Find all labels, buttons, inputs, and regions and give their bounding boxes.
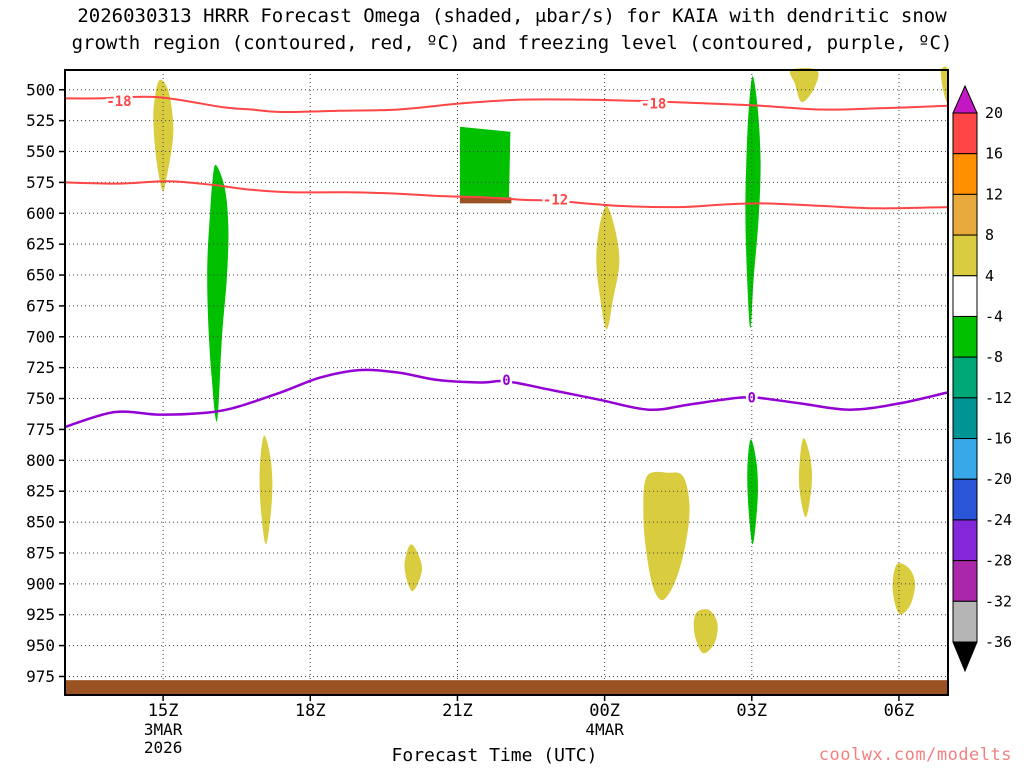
contour-label-dendritic-minus-18: -18 xyxy=(641,96,666,112)
shaded-region-yellow-20z-small xyxy=(404,544,423,592)
colorbar-label: 16 xyxy=(985,145,1003,163)
y-axis-label: 650 xyxy=(26,266,55,285)
x-axis-label: 15Z xyxy=(148,701,179,721)
colorbar-segment xyxy=(952,438,978,480)
x-axis-label: 00Z xyxy=(589,701,620,721)
shaded-region-green-21z-block xyxy=(459,126,511,198)
y-axis-label: 900 xyxy=(26,574,55,593)
y-axis-label: 975 xyxy=(26,667,55,686)
watermark-link[interactable]: coolwx.com/modelts xyxy=(818,745,1012,765)
shaded-region-green-27z-low xyxy=(747,439,758,545)
colorbar-segment xyxy=(952,112,978,155)
colorbar-segment xyxy=(952,275,978,317)
y-axis-label: 525 xyxy=(26,111,55,130)
y-axis-label: 925 xyxy=(26,605,55,624)
shaded-region-yellow-26z-bottom xyxy=(693,609,718,654)
shaded-region-yellow-31z-top-corner xyxy=(940,66,949,104)
colorbar-label: -32 xyxy=(985,592,1012,610)
colorbar-label: -28 xyxy=(985,552,1012,570)
contour-line-freezing-level-0 xyxy=(64,368,949,429)
contour-label-dendritic-minus-12: -12 xyxy=(543,193,568,209)
colorbar-label: -36 xyxy=(985,633,1012,651)
colorbar-label: 8 xyxy=(985,226,994,244)
colorbar-label: 12 xyxy=(985,185,1003,203)
shaded-region-green-03z-column xyxy=(745,76,761,329)
colorbar-segment xyxy=(952,315,978,358)
chart-title-line1: 2026030313 HRRR Forecast Omega (shaded, … xyxy=(77,5,947,27)
y-axis-label: 825 xyxy=(26,482,55,501)
shaded-region-yellow-17z-low xyxy=(259,435,273,545)
colorbar-label: -16 xyxy=(985,430,1012,448)
y-axis-label: 875 xyxy=(26,543,55,562)
x-axis-label: 21Z xyxy=(442,701,473,721)
colorbar-label: 20 xyxy=(985,104,1003,122)
y-axis-label: 575 xyxy=(26,173,55,192)
y-axis-label: 500 xyxy=(26,80,55,99)
contour-label-freezing-level-0: 0 xyxy=(502,373,510,389)
x-date-label: 3MAR xyxy=(144,720,183,739)
y-axis-label: 700 xyxy=(26,327,55,346)
x-axis-title: Forecast Time (UTC) xyxy=(392,745,598,766)
colorbar-segment xyxy=(952,193,978,236)
y-axis-label: 950 xyxy=(26,636,55,655)
colorbar-segment xyxy=(952,600,978,643)
colorbar-segment xyxy=(952,519,978,562)
x-date-label: 2026 xyxy=(144,738,183,757)
contour-label-freezing-level-0: 0 xyxy=(748,390,756,406)
x-axis-label: 18Z xyxy=(295,701,326,721)
x-axis-label: 03Z xyxy=(736,701,767,721)
colorbar-segment xyxy=(952,397,978,440)
shaded-region-yellow-28z-low xyxy=(798,438,813,518)
shaded-region-yellow-30z-low xyxy=(892,562,916,615)
contour-label-dendritic-minus-18: -18 xyxy=(106,94,131,110)
y-axis-label: 625 xyxy=(26,235,55,254)
chart-title-line2: growth region (contoured, red, ºC) and f… xyxy=(71,32,953,54)
y-axis-label: 775 xyxy=(26,420,55,439)
colorbar-segment xyxy=(952,153,978,195)
colorbar-label: 4 xyxy=(985,267,994,285)
colorbar-segment xyxy=(952,560,978,602)
y-axis-label: 800 xyxy=(26,451,55,470)
y-axis-label: 675 xyxy=(26,296,55,315)
colorbar-label: -12 xyxy=(985,389,1012,407)
colorbar-label: -24 xyxy=(985,511,1012,529)
x-axis-label: 06Z xyxy=(884,701,915,721)
shaded-region-yellow-25z-large xyxy=(643,471,690,601)
surface-terrain-bar xyxy=(65,680,948,695)
shaded-region-yellow-28z-top xyxy=(789,67,819,103)
colorbar-label: -20 xyxy=(985,470,1012,488)
contour-line-dendritic-minus-12 xyxy=(64,180,949,210)
y-axis-label: 550 xyxy=(26,142,55,161)
shaded-region-yellow-15z-upper xyxy=(153,79,174,192)
colorbar-segment xyxy=(952,234,978,277)
y-axis-label: 600 xyxy=(26,204,55,223)
y-axis-label: 850 xyxy=(26,513,55,532)
colorbar-label: -4 xyxy=(985,307,1003,325)
colorbar-segment xyxy=(952,478,978,521)
x-date-label: 4MAR xyxy=(585,720,624,739)
shaded-region-yellow-00z-mid xyxy=(596,205,620,330)
colorbar-segment xyxy=(952,356,978,399)
colorbar-label: -8 xyxy=(985,348,1003,366)
y-axis-label: 750 xyxy=(26,389,55,408)
y-axis-label: 725 xyxy=(26,358,55,377)
contour-line-dendritic-minus-18 xyxy=(64,95,949,114)
shaded-region-green-16z-column xyxy=(207,164,229,422)
plot-border xyxy=(64,69,949,696)
colorbar-arrow-bottom xyxy=(952,641,978,673)
colorbar-arrow-top xyxy=(952,84,978,114)
chart-title: 2026030313 HRRR Forecast Omega (shaded, … xyxy=(0,3,1024,57)
